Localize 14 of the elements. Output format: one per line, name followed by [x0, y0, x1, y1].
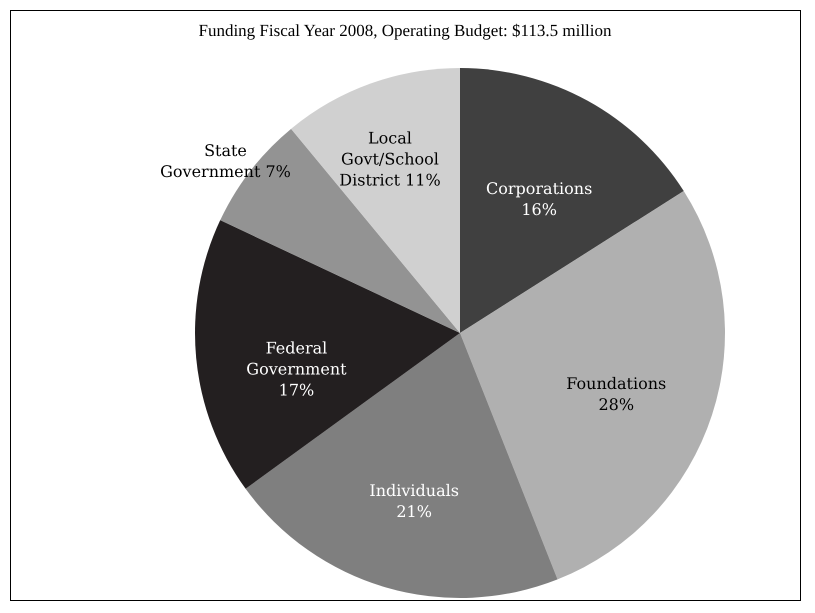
slice-label: Corporations	[486, 179, 592, 198]
slice-label: Individuals	[369, 480, 459, 500]
pie-slice	[460, 68, 684, 333]
data-label: 17%	[278, 380, 314, 400]
slice-label: Local Govt/School District 11%	[339, 128, 441, 190]
slice-label: Federal Government	[246, 338, 348, 378]
data-label: 16%	[521, 200, 557, 220]
data-label: 21%	[396, 502, 432, 521]
pie-slice	[246, 333, 558, 598]
slice-label: State Government 7%	[160, 141, 291, 182]
data-label: 28%	[598, 394, 634, 414]
chart-title: Funding Fiscal Year 2008, Operating Budget: $113.5 million	[198, 21, 612, 40]
pie-slice	[291, 68, 460, 333]
slice-label: Foundations	[566, 374, 666, 393]
